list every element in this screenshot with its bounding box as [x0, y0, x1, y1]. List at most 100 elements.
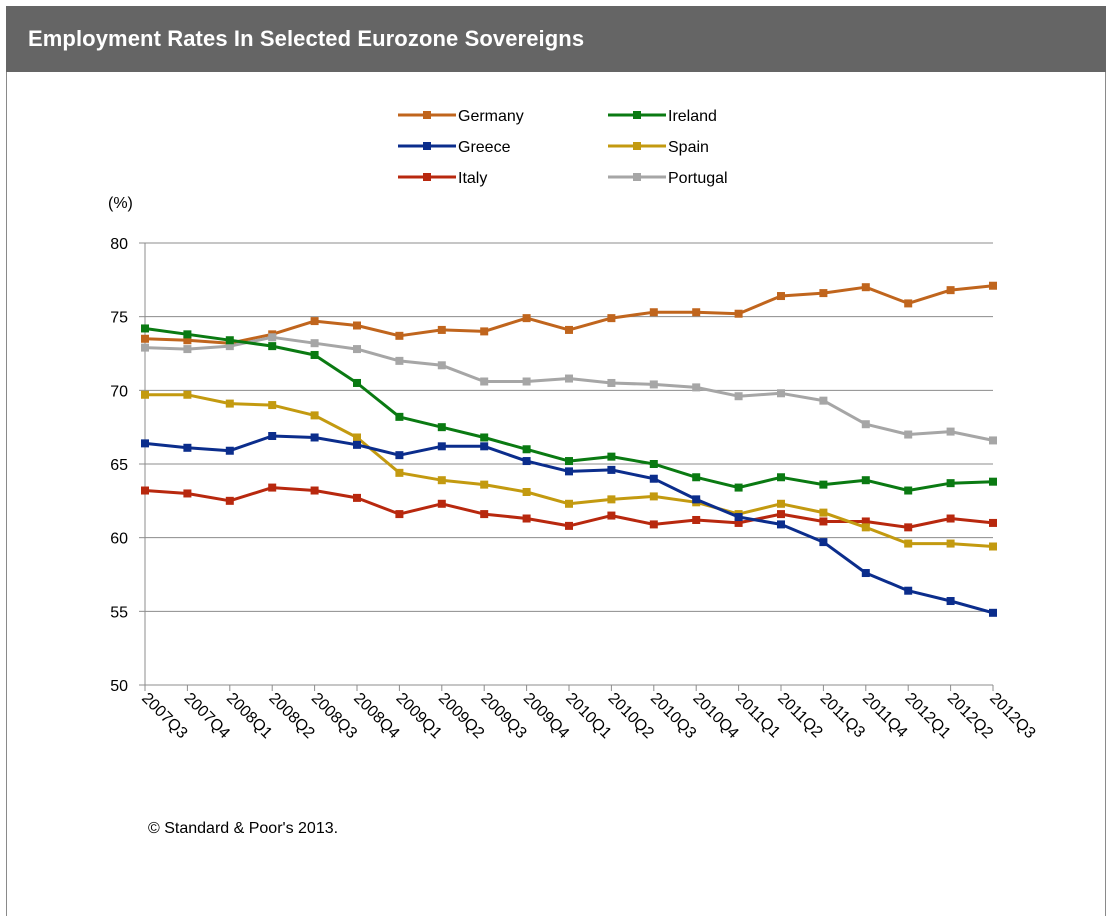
- data-point: [607, 378, 616, 387]
- data-point: [692, 383, 701, 392]
- x-tick-label: 2008Q1: [223, 690, 275, 742]
- data-point: [480, 510, 489, 519]
- x-tick-label: 2012Q2: [944, 690, 996, 742]
- data-point: [861, 517, 870, 526]
- x-tick-label: 2011Q1: [732, 690, 784, 742]
- gridlines: [145, 242, 993, 612]
- data-point: [522, 514, 531, 523]
- series-spain: [141, 390, 997, 551]
- data-point: [437, 361, 446, 370]
- x-tick-label: 2008Q3: [308, 690, 360, 742]
- data-point: [183, 390, 192, 399]
- data-point: [353, 493, 361, 502]
- data-point: [141, 324, 149, 333]
- x-tick-label: 2012Q1: [901, 690, 953, 742]
- data-point: [437, 499, 446, 508]
- data-point: [649, 474, 658, 483]
- x-tick-label: 2009Q4: [520, 690, 572, 742]
- data-point: [480, 327, 489, 336]
- data-point: [861, 523, 870, 532]
- x-tick-label: 2010Q1: [562, 690, 614, 742]
- legend-item-italy: Italy: [398, 170, 487, 187]
- legend-label: Italy: [458, 170, 487, 187]
- legend-label: Portugal: [668, 170, 728, 187]
- x-tick-label: 2010Q3: [647, 690, 699, 742]
- y-tick-labels: 50 55 60 65 70 75 80: [110, 236, 128, 695]
- data-point: [141, 390, 149, 399]
- data-point: [183, 443, 192, 452]
- data-point: [692, 308, 701, 317]
- data-point: [565, 499, 573, 508]
- data-point: [692, 495, 701, 504]
- data-point: [777, 510, 785, 519]
- chart-panel: [6, 6, 1106, 916]
- data-point: [437, 423, 446, 432]
- data-point: [395, 510, 404, 519]
- data-point: [310, 339, 319, 348]
- data-point: [989, 477, 997, 486]
- legend-item-spain: Spain: [608, 139, 709, 156]
- legend: Germany Ireland Greece Spain Italy Portugal: [398, 108, 728, 187]
- data-point: [565, 374, 573, 383]
- series-ireland: [141, 324, 997, 495]
- data-point: [353, 345, 361, 354]
- legend-label: Germany: [458, 108, 524, 125]
- data-point: [141, 486, 149, 495]
- series-lines: [141, 281, 997, 617]
- data-point: [395, 451, 404, 460]
- data-point: [946, 479, 955, 488]
- data-point: [395, 356, 404, 365]
- legend-item-germany: Germany: [398, 108, 524, 125]
- data-point: [141, 343, 149, 352]
- data-point: [734, 309, 743, 318]
- data-point: [607, 511, 616, 520]
- data-point: [861, 283, 870, 292]
- data-point: [310, 411, 319, 420]
- x-tick-label: 2010Q4: [689, 690, 741, 742]
- data-point: [904, 299, 913, 308]
- data-point: [141, 439, 149, 448]
- data-point: [607, 314, 616, 323]
- data-point: [819, 480, 828, 489]
- data-point: [946, 539, 955, 548]
- data-point: [989, 281, 997, 290]
- data-point: [268, 333, 277, 342]
- data-point: [607, 465, 616, 474]
- data-point: [607, 452, 616, 461]
- data-point: [395, 468, 404, 477]
- data-point: [268, 432, 277, 441]
- x-tick-label: 2011Q3: [817, 690, 869, 742]
- y-tick-label: 55: [110, 604, 128, 621]
- data-point: [268, 342, 277, 351]
- data-point: [565, 521, 573, 530]
- data-point: [522, 457, 531, 466]
- data-point: [734, 513, 743, 522]
- data-point: [649, 308, 658, 317]
- data-point: [268, 401, 277, 410]
- data-point: [777, 473, 785, 482]
- chart-title: Employment Rates In Selected Eurozone So…: [28, 26, 585, 51]
- data-point: [777, 389, 785, 398]
- data-point: [649, 520, 658, 529]
- data-point: [565, 467, 573, 476]
- y-tick-label: 60: [110, 531, 128, 548]
- data-point: [777, 292, 785, 301]
- data-point: [353, 321, 361, 330]
- legend-item-ireland: Ireland: [608, 108, 717, 125]
- legend-swatch-marker: [633, 173, 641, 181]
- data-point: [861, 569, 870, 578]
- data-point: [904, 523, 913, 532]
- data-point: [692, 473, 701, 482]
- data-point: [777, 520, 785, 529]
- data-point: [480, 442, 489, 451]
- data-point: [819, 508, 828, 517]
- legend-swatch-marker: [423, 111, 431, 119]
- data-point: [904, 430, 913, 439]
- data-point: [437, 476, 446, 485]
- data-point: [946, 514, 955, 523]
- legend-swatch-marker: [633, 111, 641, 119]
- axes: [139, 242, 994, 691]
- data-point: [395, 331, 404, 340]
- series-line: [144, 327, 994, 492]
